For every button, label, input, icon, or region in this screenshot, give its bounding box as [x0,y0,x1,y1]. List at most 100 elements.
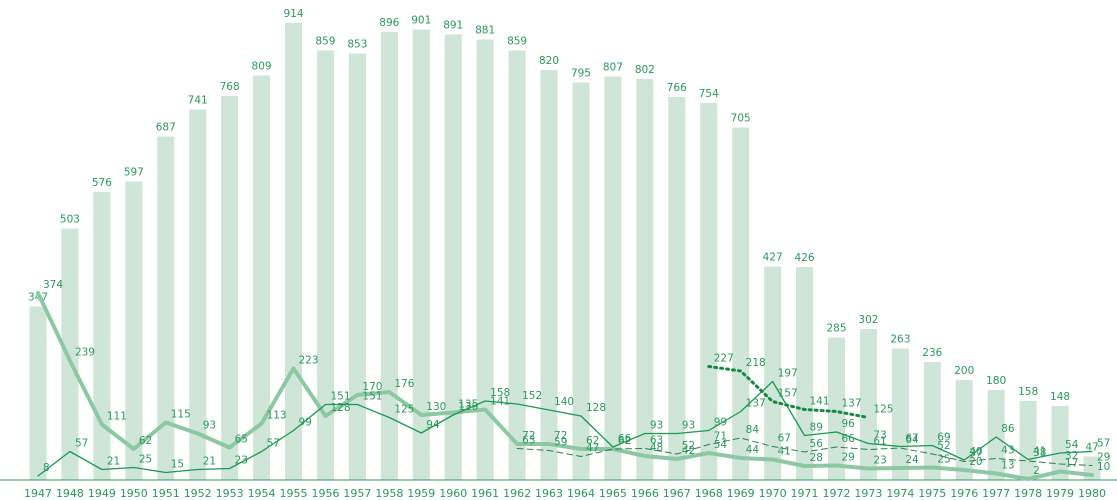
point-label: 99 [299,417,312,429]
bar-label: 705 [731,113,751,125]
point-label: 28 [810,452,823,464]
bar-label: 766 [667,82,687,94]
bar-label: 427 [763,252,783,264]
x-tick-label: 1960 [439,487,467,500]
x-tick-label: 1965 [599,487,627,500]
bar-label: 741 [188,95,208,107]
x-tick-label: 1976 [950,487,978,500]
bar-label: 820 [539,55,559,67]
point-label: 157 [778,388,798,400]
bar [732,127,750,480]
point-label: 52 [937,440,950,452]
point-label: 93 [650,420,663,432]
bar [125,181,143,480]
bar-label: 809 [252,61,272,73]
point-label: 93 [682,420,695,432]
bar [955,380,973,480]
point-label: 25 [139,454,152,466]
point-label: 115 [171,409,191,421]
point-label: 374 [43,279,63,291]
bar [572,82,590,480]
x-tick-label: 1972 [822,487,850,500]
bar-label: 597 [124,167,144,179]
point-label: 93 [203,420,216,432]
point-label: 54 [714,439,728,451]
point-label: 61 [873,436,886,448]
point-label: 10 [1097,461,1110,473]
x-tick-label: 1958 [375,487,403,500]
bar [604,76,622,480]
point-label: 67 [905,433,918,445]
point-label: 170 [362,381,382,393]
x-tick-label: 1956 [311,487,339,500]
bar [700,103,718,480]
point-label: 52 [682,440,695,452]
bar-label: 576 [92,177,112,189]
point-label: 57 [1097,438,1110,450]
point-label: 64 [905,434,919,446]
bar-label: 180 [986,375,1006,387]
bar-label: 754 [699,88,719,100]
bar-label: 236 [922,347,942,359]
x-tick-label: 1979 [1046,487,1074,500]
x-tick-label: 1967 [663,487,691,500]
bar-label: 881 [475,25,495,37]
point-label: 84 [746,424,760,436]
point-label: 94 [426,419,440,431]
point-label: 63 [650,435,663,447]
point-label: 72 [554,430,567,442]
bar-label: 302 [858,314,878,326]
point-label: 96 [841,418,855,430]
point-label: 66 [841,433,855,445]
point-label: 29 [841,452,854,464]
line-series [36,291,1094,481]
point-label: 99 [714,417,727,429]
bar-label: 158 [1018,386,1038,398]
point-label: 54 [1065,439,1079,451]
point-label: 21 [107,456,120,468]
bar-label: 687 [156,122,176,134]
point-label: 128 [586,402,606,414]
point-label: 41 [1033,446,1046,458]
x-tick-label: 1980 [1078,487,1106,500]
x-tick-label: 1951 [152,487,180,500]
point-label: 141 [810,396,830,408]
x-tick-label: 1978 [1014,487,1042,500]
bar-label: 914 [283,8,303,20]
point-label: 56 [810,438,824,450]
line-series [37,380,1093,477]
point-label: 158 [490,387,510,399]
point-label: 130 [426,401,446,413]
x-tick-label: 1963 [535,487,563,500]
line-series [707,365,870,419]
bar-label: 263 [890,334,910,346]
bar-label: 768 [220,81,240,93]
bar-label: 859 [507,36,527,48]
point-label: 13 [1001,460,1014,472]
x-tick-label: 1954 [248,487,276,500]
x-tick-label: 1953 [216,487,244,500]
point-label: 86 [1001,423,1015,435]
x-tick-label: 1962 [503,487,531,500]
point-label: 151 [362,391,382,403]
bar [764,266,782,480]
point-label: 62 [618,435,631,447]
bar [987,390,1005,480]
point-label: 24 [905,454,919,466]
bar-label: 896 [379,17,399,29]
x-tick-label: 1964 [567,487,595,500]
point-label: 41 [778,446,791,458]
point-label: 130 [458,401,478,413]
bar [444,34,462,480]
point-label: 47 [586,443,599,455]
point-label: 140 [554,396,574,408]
bar [412,29,430,480]
bar [316,50,334,480]
x-tick-label: 1957 [343,487,371,500]
point-label: 239 [75,347,95,359]
point-label: 59 [554,437,567,449]
x-tick-label: 1952 [184,487,212,500]
x-tick-label: 1955 [280,487,308,500]
point-label: 71 [714,431,727,443]
point-label: 69 [937,432,950,444]
